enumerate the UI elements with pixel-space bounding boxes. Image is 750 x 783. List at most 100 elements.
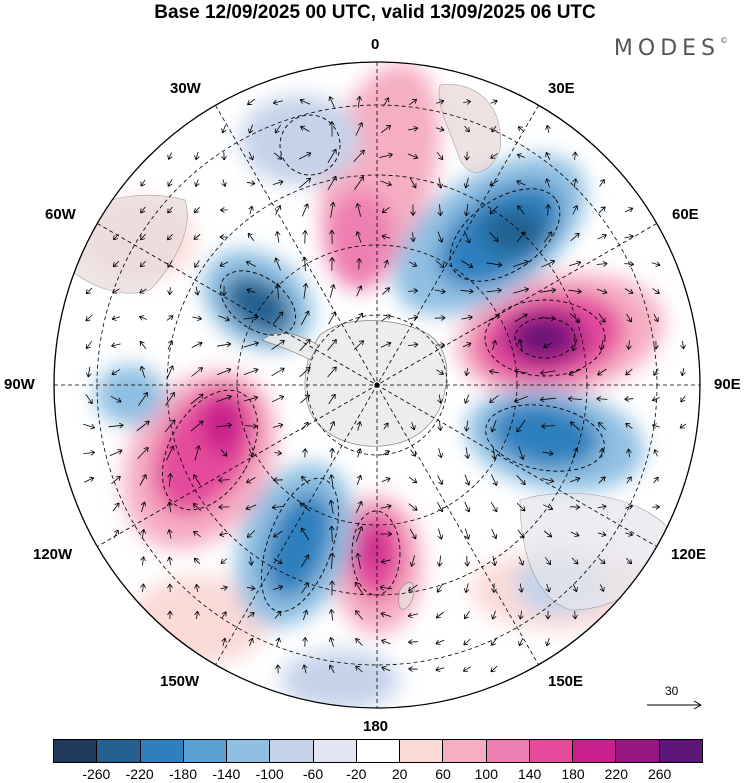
wind-vector-icon bbox=[140, 179, 146, 187]
wind-vector-icon bbox=[218, 315, 230, 322]
wind-vector-icon bbox=[599, 179, 605, 187]
wind-vector-icon bbox=[329, 257, 335, 271]
antarctic-peninsula-land bbox=[261, 332, 319, 361]
wind-vector-icon bbox=[273, 152, 283, 160]
longitude-label-30e: 30E bbox=[548, 80, 575, 97]
wind-vector-icon bbox=[571, 338, 578, 352]
wind-vector-icon bbox=[435, 260, 445, 268]
wind-vector-icon bbox=[570, 504, 581, 510]
wind-vector-icon bbox=[111, 315, 121, 321]
wind-vector-icon bbox=[354, 312, 364, 324]
wind-vector-icon bbox=[597, 368, 607, 376]
wind-vector-icon bbox=[651, 396, 660, 402]
wind-vector-icon bbox=[139, 340, 147, 349]
wind-vector-icon bbox=[408, 503, 418, 511]
colorbar-swatch bbox=[529, 740, 574, 762]
wind-vector-icon bbox=[194, 260, 200, 268]
wind-vector-icon bbox=[542, 477, 555, 484]
wind-vector-icon bbox=[329, 284, 336, 298]
weak-negative-south bbox=[280, 650, 400, 708]
contour bbox=[514, 317, 576, 359]
wind-vector-icon bbox=[329, 201, 336, 218]
wind-vector-icon bbox=[221, 611, 227, 619]
wind-vector-icon bbox=[568, 260, 582, 267]
wind-vector-icon bbox=[680, 368, 686, 377]
wind-vector-icon bbox=[545, 178, 551, 188]
wind-vector-icon bbox=[246, 530, 256, 538]
wind-vector-icon bbox=[625, 423, 633, 429]
colorbar-tick-label: 60 bbox=[435, 766, 451, 782]
wind-vector-icon bbox=[244, 423, 258, 429]
wind-vector-icon bbox=[626, 313, 632, 323]
wind-vector-icon bbox=[354, 176, 364, 190]
wind-vector-icon bbox=[464, 555, 470, 567]
wind-vector-icon bbox=[625, 531, 634, 537]
wind-vector-icon bbox=[460, 288, 474, 295]
wind-vector-icon bbox=[354, 340, 365, 350]
wind-vector-icon bbox=[167, 233, 173, 241]
wind-vector-icon bbox=[327, 339, 337, 351]
wind-vector-icon bbox=[328, 499, 335, 514]
wind-vector-icon bbox=[543, 342, 553, 349]
wind-vector-icon bbox=[248, 151, 254, 161]
colorbar-swatch bbox=[313, 740, 357, 762]
wind-vector-icon bbox=[381, 477, 391, 483]
colorbar bbox=[53, 739, 703, 763]
wind-vector-icon bbox=[437, 448, 444, 459]
wind-vector-icon bbox=[113, 233, 119, 241]
wind-vector-icon bbox=[138, 392, 148, 406]
wind-vector-icon bbox=[542, 504, 554, 511]
wind-vector-icon bbox=[301, 582, 309, 594]
wind-vector-icon bbox=[572, 205, 579, 215]
wind-vector-icon bbox=[653, 340, 659, 350]
wind-vector-icon bbox=[355, 500, 363, 513]
wind-vector-icon bbox=[275, 204, 282, 215]
wind-vector-icon bbox=[167, 529, 173, 539]
wind-vector-icon bbox=[300, 125, 310, 132]
wind-vector-icon bbox=[355, 203, 362, 217]
wind-vector-icon bbox=[652, 288, 660, 294]
wind-vector-icon bbox=[435, 342, 445, 348]
wind-vector-icon bbox=[626, 476, 632, 484]
wind-vector-icon bbox=[624, 288, 634, 294]
wind-vector-icon bbox=[598, 313, 606, 323]
wind-vector-icon bbox=[139, 288, 147, 294]
wind-vector-icon bbox=[517, 339, 524, 351]
wind-vector-icon bbox=[435, 639, 445, 645]
wind-vector-icon bbox=[517, 126, 525, 132]
wind-vector-icon bbox=[221, 151, 227, 161]
colorbar-tick-label: -140 bbox=[212, 766, 241, 782]
wind-vector-icon bbox=[435, 666, 445, 672]
wind-vector-icon bbox=[570, 531, 580, 537]
wind-vector-icon bbox=[221, 124, 227, 134]
wind-vector-icon bbox=[464, 610, 470, 620]
wind-vector-icon bbox=[380, 611, 392, 618]
wind-vector-icon bbox=[274, 611, 282, 619]
colorbar-swatch bbox=[140, 740, 184, 762]
wind-vector-icon bbox=[248, 448, 254, 458]
wind-vector-icon bbox=[112, 502, 120, 512]
wind-vector-icon bbox=[516, 231, 526, 243]
wind-vector-icon bbox=[301, 475, 309, 484]
wind-vector-icon bbox=[382, 450, 390, 456]
wind-vector-icon bbox=[653, 368, 659, 376]
wind-vector-icon bbox=[299, 177, 312, 189]
wind-vector-icon bbox=[463, 230, 471, 244]
wind-vector-icon bbox=[220, 585, 228, 591]
wind-vector-icon bbox=[408, 288, 419, 294]
colorbar-tick-label: 220 bbox=[604, 766, 629, 782]
wind-vector-icon bbox=[463, 99, 472, 105]
contour bbox=[485, 404, 605, 472]
wind-vector-icon bbox=[437, 528, 444, 540]
wind-vector-icon bbox=[680, 395, 686, 403]
wind-vector-icon bbox=[489, 232, 499, 242]
wind-vector-icon bbox=[380, 531, 393, 537]
wind-vector-icon bbox=[166, 315, 174, 321]
colorbar-tick-label: -180 bbox=[168, 766, 198, 782]
wind-vector-icon bbox=[193, 234, 201, 240]
wind-vector-icon bbox=[486, 287, 502, 294]
wind-vector-icon bbox=[327, 148, 337, 164]
wind-vector-icon bbox=[625, 557, 633, 565]
wind-vector-icon bbox=[298, 152, 312, 160]
wind-vector-icon bbox=[167, 340, 174, 350]
